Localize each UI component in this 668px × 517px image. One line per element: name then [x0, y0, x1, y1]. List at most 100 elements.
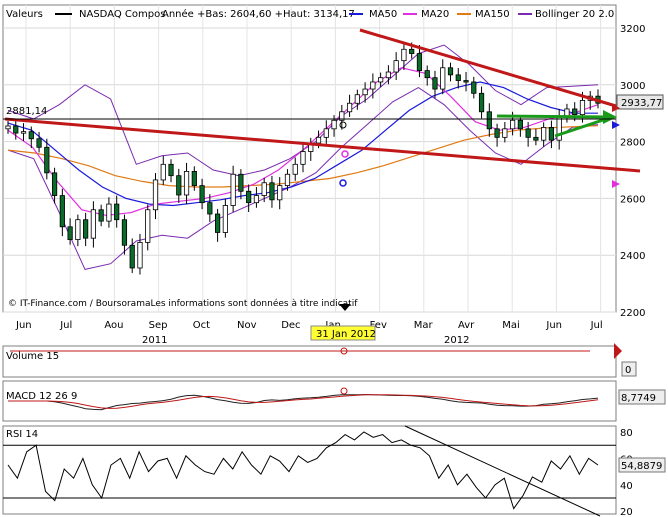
- volume-last-tag: [621, 361, 637, 377]
- candle-body: [106, 203, 112, 222]
- candle-body: [238, 173, 244, 192]
- month-tick-label: Oct: [193, 320, 210, 331]
- legend-ma50: MA50: [369, 9, 397, 20]
- price-tick-label: 2800: [620, 138, 645, 149]
- candle-body: [145, 209, 151, 243]
- month-tick-label: Aou: [104, 320, 123, 331]
- candle-body: [246, 190, 252, 204]
- candle-body: [346, 102, 353, 113]
- month-tick-label: Mai: [502, 320, 520, 331]
- candle-body: [191, 171, 197, 187]
- candle-body: [541, 127, 547, 141]
- candle-body: [160, 163, 166, 181]
- candle-body: [183, 171, 190, 196]
- rsi-label: RSI 14: [6, 429, 38, 440]
- macd-panel: [2, 380, 617, 422]
- candle-body: [129, 244, 135, 269]
- legend-annee: Année +Bas: 2604,60 +Haut: 3134,17: [162, 8, 355, 20]
- candle-body: [354, 94, 360, 104]
- candle-body: [494, 128, 500, 138]
- candle-body: [447, 67, 454, 76]
- legend-valeurs: Valeurs: [6, 9, 43, 20]
- candle-body: [300, 151, 306, 165]
- candle-body: [176, 175, 182, 196]
- candle-body: [36, 138, 42, 148]
- arrow-red: [612, 104, 620, 112]
- month-tick-label: Jul: [590, 320, 603, 331]
- macd-label: MACD 12 26 9: [6, 391, 77, 402]
- candle-body: [90, 209, 96, 239]
- candle-body: [510, 119, 516, 130]
- rsi-line: [7, 431, 599, 510]
- candle-body: [362, 88, 368, 96]
- month-tick-label: Nov: [237, 320, 257, 331]
- candle-body: [83, 219, 89, 239]
- rsi-last-tag: [618, 457, 666, 473]
- price-tick-label: 3000: [620, 81, 645, 92]
- month-tick-label: Dec: [281, 320, 300, 331]
- candle-body: [517, 119, 523, 130]
- candle-body: [207, 202, 213, 215]
- candle-body: [533, 136, 539, 141]
- candle-body: [572, 108, 578, 116]
- rsi-tick-label: 20: [620, 507, 633, 517]
- candle-body: [432, 77, 438, 90]
- level-label: 2881,14: [6, 106, 47, 117]
- candle-body: [378, 77, 384, 83]
- lower-trendline: [4, 117, 641, 173]
- price-tick-label: 2600: [620, 194, 645, 205]
- rsi-tick-label: 80: [620, 428, 633, 439]
- candle-body: [5, 125, 11, 130]
- candle-body: [424, 70, 430, 79]
- arrow-blue: [612, 121, 620, 129]
- candle-body: [409, 48, 415, 54]
- date-cursor-arrow: [339, 304, 351, 311]
- price-panel-frame: [2, 4, 617, 313]
- candle-body: [168, 163, 174, 177]
- year-2012: 2012: [444, 335, 469, 346]
- candle-body: [556, 117, 562, 141]
- candle-body: [525, 128, 531, 138]
- date-marker-box: [310, 325, 376, 341]
- last-price-tag: [616, 94, 664, 110]
- candle-body: [440, 67, 446, 90]
- legend-bollinger: Bollinger 20 2.0: [535, 9, 614, 20]
- legend-ma20: MA20: [421, 9, 449, 20]
- triangle-top-line: [496, 114, 613, 119]
- legend-ma150: MA150: [475, 9, 510, 20]
- candle-body: [121, 219, 128, 246]
- credit-text: © IT-Finance.com / BoursoramaLes informa…: [8, 298, 358, 309]
- candle-body: [137, 242, 143, 269]
- candle-body: [59, 195, 65, 228]
- candle-body: [75, 219, 81, 240]
- candle-body: [393, 60, 399, 73]
- marker-ma50: [339, 179, 347, 187]
- candle-body: [339, 111, 345, 121]
- candle-body: [67, 226, 73, 240]
- rsi-tick-label: 40: [620, 481, 633, 492]
- candle-body: [370, 81, 376, 90]
- candle-body: [28, 131, 34, 140]
- candle-body: [44, 146, 50, 174]
- candle-body: [152, 179, 159, 211]
- candle-body: [261, 182, 267, 196]
- upper-trendline: [359, 28, 617, 108]
- candle-body: [579, 100, 586, 116]
- candle-body: [51, 172, 58, 196]
- marker-price: [339, 121, 347, 129]
- candle-body: [478, 92, 485, 113]
- candle-body: [401, 48, 407, 62]
- candle-body: [13, 125, 19, 134]
- candle-body: [284, 173, 291, 187]
- volume-marker: [340, 347, 348, 355]
- candle-body: [471, 81, 477, 94]
- arrow-magenta: [612, 180, 620, 188]
- rsi-trendline: [404, 425, 601, 517]
- rsi-panel: [2, 425, 617, 515]
- candle-body: [463, 80, 469, 83]
- month-tick-label: Jun: [545, 320, 562, 331]
- legend-nasdaq: NASDAQ Compos: [79, 9, 165, 20]
- macd-signal: [8, 394, 599, 409]
- candle-body: [331, 119, 337, 130]
- month-tick-label: Mar: [414, 320, 434, 331]
